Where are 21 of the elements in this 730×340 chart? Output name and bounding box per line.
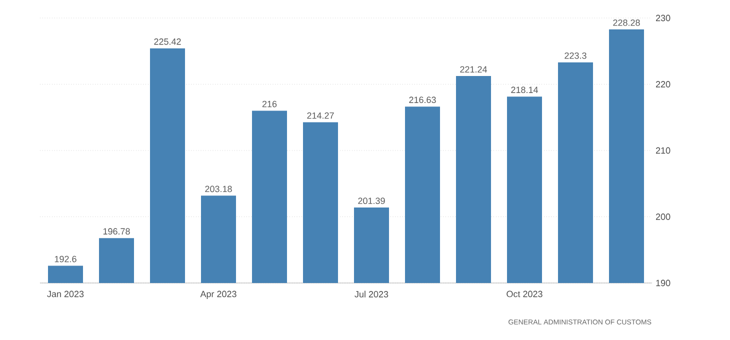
data-label: 216 xyxy=(262,100,277,108)
x-tick-label: Apr 2023 xyxy=(200,290,236,299)
data-label: 201.39 xyxy=(358,198,385,204)
y-tick-label: 190 xyxy=(656,280,670,286)
data-label: 223.3 xyxy=(564,52,586,59)
data-label: 221.24 xyxy=(460,66,487,72)
y-tick-label: 210 xyxy=(656,147,670,154)
x-tick-label: Oct 2023 xyxy=(506,290,542,298)
data-label: 225.42 xyxy=(154,38,181,45)
x-tick-label: Jul 2023 xyxy=(354,290,388,298)
y-tick-label: 220 xyxy=(656,81,670,88)
data-label: 214.27 xyxy=(307,112,334,119)
data-label: 192.6 xyxy=(54,256,76,262)
x-tick-label: Jan 2023 xyxy=(47,290,84,298)
data-label: 218.14 xyxy=(511,86,538,94)
data-label: 216.63 xyxy=(409,96,436,104)
y-tick-label: 230 xyxy=(656,14,670,22)
data-label: 228.28 xyxy=(613,19,640,26)
data-label: 203.18 xyxy=(205,186,232,192)
y-tick-label: 200 xyxy=(656,214,670,220)
data-label: 196.78 xyxy=(103,228,130,235)
